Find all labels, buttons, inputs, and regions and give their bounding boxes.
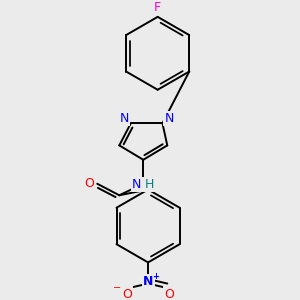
Text: O: O (122, 288, 132, 300)
Text: −: − (113, 283, 122, 293)
Text: N: N (164, 112, 174, 125)
Text: N: N (119, 112, 129, 125)
Text: N: N (132, 178, 141, 191)
Text: O: O (164, 288, 174, 300)
Text: O: O (85, 177, 94, 190)
Text: H: H (144, 178, 154, 191)
Text: +: + (152, 272, 159, 281)
Text: F: F (154, 1, 161, 14)
Text: N: N (143, 275, 153, 288)
